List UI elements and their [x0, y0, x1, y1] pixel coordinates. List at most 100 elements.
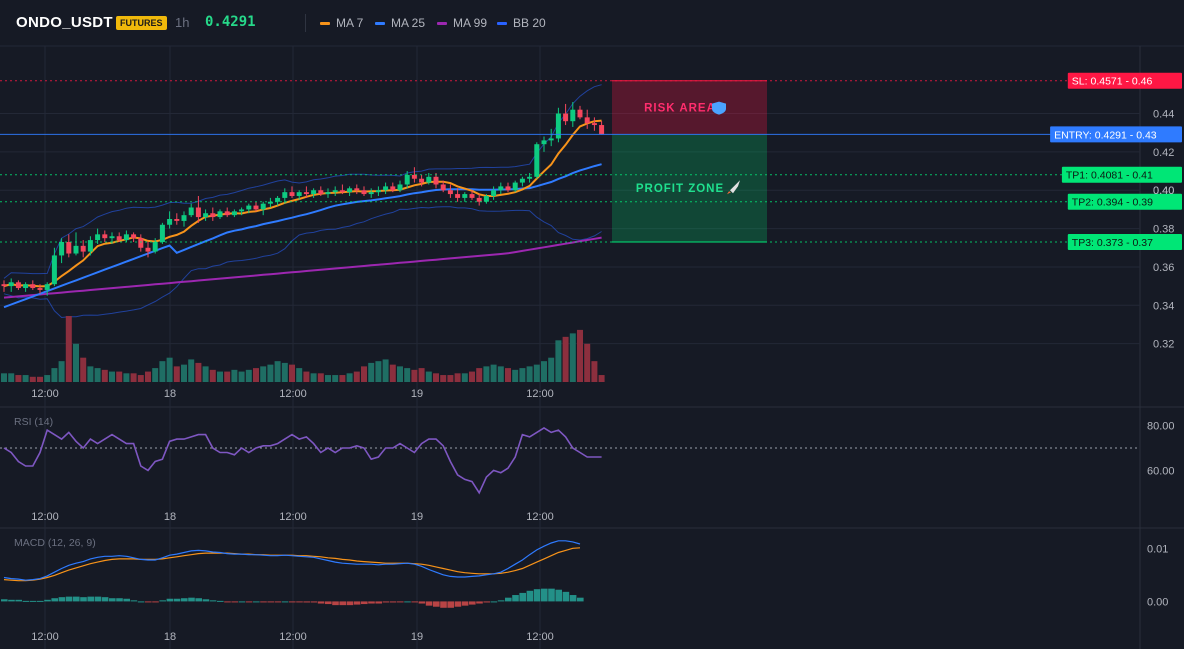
- candle-body: [73, 245, 79, 254]
- candle-body: [440, 184, 446, 191]
- macd-title: MACD (12, 26, 9): [14, 537, 96, 549]
- macd-histogram-bar: [397, 601, 404, 603]
- level-tag-2: [1061, 166, 1182, 183]
- candle-body: [368, 192, 374, 195]
- macd-histogram-bar: [490, 601, 498, 603]
- volume-bar: [274, 361, 281, 382]
- macd-histogram-bar: [166, 598, 174, 602]
- macd-histogram-bar: [519, 592, 526, 602]
- candle-body: [275, 197, 281, 202]
- shield-icon: [712, 101, 726, 115]
- macd-histogram-bar: [476, 601, 483, 604]
- macd-tick-0: 0.01: [1147, 543, 1168, 555]
- macd-histogram-bar: [411, 601, 418, 603]
- volume-bar: [555, 340, 562, 382]
- legend-ma25[interactable]: MA 25: [375, 16, 425, 30]
- legend-label-ma7: MA 7: [336, 16, 364, 30]
- price-tick-3: 0.38: [1153, 224, 1174, 236]
- candlesticks: [1, 102, 605, 296]
- macd-panel: MACD (12, 26, 9) 0.01 0.00: [1, 537, 1168, 608]
- candle-body: [332, 190, 338, 193]
- legend-label-ma25: MA 25: [391, 16, 426, 30]
- volume-bar: [238, 371, 245, 382]
- macd-histogram-bar: [577, 597, 584, 602]
- candle-body: [174, 219, 180, 221]
- volume-bar: [317, 373, 324, 382]
- volume-bar: [15, 375, 22, 382]
- symbol-title[interactable]: ONDO_USDT: [16, 14, 113, 31]
- price-tick-5: 0.34: [1153, 300, 1174, 312]
- volume-bar: [51, 368, 58, 382]
- level-label-2: TP1: 0.4081 - 0.41: [1066, 170, 1153, 182]
- macd-histogram-bar: [548, 588, 555, 602]
- legend-bb20[interactable]: BB 20: [497, 16, 546, 30]
- macd-histogram-bar: [375, 601, 382, 604]
- candle-body: [87, 240, 93, 252]
- volume-bar: [476, 368, 483, 382]
- bb-lower-line: [3, 206, 602, 319]
- macd-histogram-bar: [22, 600, 30, 602]
- candle-body: [483, 195, 489, 202]
- volume-bar: [195, 362, 202, 382]
- candle-body: [66, 242, 72, 254]
- ma25-line: [3, 163, 602, 309]
- volume-bar: [361, 366, 367, 382]
- volume-bar: [116, 371, 123, 382]
- level-lines: SL: 0.4571 - 0.46 ENTRY: 0.4291 - 0.43 TP1…: [0, 72, 1182, 251]
- macd-histogram-bar: [224, 601, 231, 603]
- volume-bar: [512, 369, 519, 382]
- macd-histogram-bar: [317, 601, 325, 604]
- volume-bar: [533, 364, 540, 382]
- candle-body: [23, 284, 29, 289]
- time-tick-2-2: 12:00: [279, 631, 307, 643]
- macd-histogram-bar: [173, 598, 181, 602]
- candle-body: [203, 213, 209, 218]
- volume-bar: [22, 375, 29, 382]
- candle-body: [246, 205, 252, 210]
- volume-bar: [202, 366, 209, 382]
- volume-bar: [173, 366, 180, 382]
- rsi-line: [3, 426, 602, 495]
- volume-bar: [433, 373, 439, 382]
- candle-body: [419, 178, 425, 183]
- volume-bar: [418, 368, 425, 382]
- macd-histogram-bar: [188, 597, 195, 602]
- volume-bar: [231, 369, 238, 382]
- volume-bar: [109, 371, 115, 382]
- macd-histogram-bar: [440, 601, 447, 608]
- macd-histogram-bar: [116, 598, 123, 602]
- level-label-3: TP2: 0.394 - 0.39: [1072, 197, 1153, 209]
- legend-ma99[interactable]: MA 99: [437, 16, 487, 30]
- volume-bar: [281, 362, 288, 382]
- timeframe-label[interactable]: 1h: [175, 15, 190, 30]
- candle-body: [404, 174, 410, 185]
- volume-bar: [209, 369, 216, 382]
- volume-bar: [80, 357, 87, 382]
- candle-body: [116, 236, 122, 241]
- candle-body: [354, 188, 360, 191]
- volume-bar: [217, 371, 223, 382]
- price-tick-4: 0.36: [1153, 262, 1174, 274]
- rsi-tick-0: 80.00: [1147, 421, 1175, 433]
- legend-ma7[interactable]: MA 7: [320, 16, 363, 30]
- candle-body: [469, 194, 475, 198]
- macd-histogram-bar: [130, 600, 138, 602]
- volume-bar: [325, 375, 331, 382]
- volume-bar: [145, 371, 151, 382]
- volume-bar: [303, 371, 310, 382]
- macd-histogram-bar: [80, 597, 87, 602]
- volume-bar: [397, 366, 403, 382]
- volume-bar: [461, 373, 468, 382]
- macd-histogram-bar: [562, 591, 570, 602]
- time-tick-1-3: 19: [411, 511, 423, 523]
- candle-body: [138, 238, 144, 248]
- candle-body: [591, 123, 597, 126]
- volume-bar: [37, 376, 43, 382]
- candle-body: [37, 288, 43, 290]
- candle-body: [347, 188, 353, 193]
- candle-body: [181, 215, 187, 221]
- time-tick-1-0: 12:00: [31, 511, 59, 523]
- volume-bar: [267, 364, 274, 382]
- volume-bar: [541, 361, 547, 382]
